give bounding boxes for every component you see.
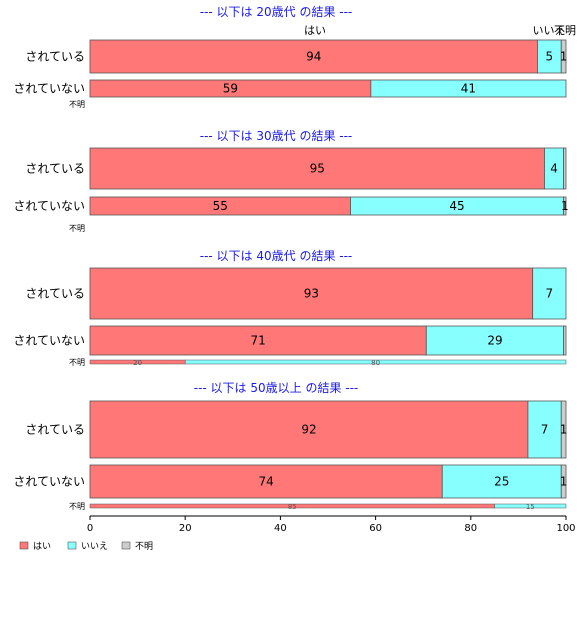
segment-label: 93	[304, 287, 319, 301]
column-header-fumei: 不明	[554, 24, 576, 37]
x-tick-label: 20	[179, 523, 192, 534]
row-label: されていない	[13, 82, 85, 96]
bar-segment	[560, 464, 567, 499]
legend-swatch	[19, 541, 29, 550]
segment-label: 74	[258, 475, 273, 489]
panel-title: --- 以下は 40歳代 の結果 ---	[200, 249, 353, 263]
segment-label: 71	[250, 334, 265, 348]
panel-title: --- 以下は 50歳以上 の結果 ---	[194, 381, 359, 395]
segment-label: 25	[494, 475, 509, 489]
segment-label: 20	[133, 359, 142, 367]
row-label: されている	[25, 423, 85, 437]
segment-label: 85	[288, 503, 297, 511]
bar-segment	[425, 325, 565, 356]
x-tick-label: 0	[87, 523, 93, 534]
segment-label: 15	[526, 503, 535, 511]
x-tick-label: 40	[274, 523, 287, 534]
legend-swatch	[67, 541, 77, 550]
bar-segment	[563, 325, 567, 356]
segment-label: 29	[487, 334, 502, 348]
row-label: されている	[25, 50, 85, 64]
column-header-hai: はい	[304, 24, 326, 37]
bar-segment	[532, 267, 567, 320]
row-label: されていない	[13, 475, 85, 489]
segment-label: 1	[560, 50, 568, 64]
legend-label: いいえ	[81, 541, 108, 552]
bar-segment	[89, 267, 534, 320]
row-label: 不明	[69, 224, 85, 233]
segment-label: 1	[561, 199, 569, 213]
row-label: 不明	[69, 358, 85, 367]
segment-label: 1	[560, 475, 568, 489]
segment-label: 94	[306, 50, 321, 64]
x-tick-label: 100	[556, 523, 575, 534]
column-header-iie: いいえ	[533, 24, 566, 37]
bar-segment	[89, 147, 545, 190]
row-label: されている	[25, 162, 85, 176]
segment-label: 95	[310, 162, 325, 176]
bar-segment	[89, 400, 529, 459]
row-label: されていない	[13, 334, 85, 348]
bar-segment	[89, 464, 443, 499]
bar-segment	[563, 147, 567, 190]
row-label: されていない	[13, 199, 85, 213]
row-label: 不明	[69, 502, 85, 511]
legend-swatch	[121, 541, 131, 550]
segment-label: 55	[213, 199, 228, 213]
segment-label: 41	[461, 82, 476, 96]
legend-label: 不明	[135, 541, 153, 552]
segment-label: 7	[541, 423, 549, 437]
panel-title: --- 以下は 20歳代 の結果 ---	[200, 5, 353, 19]
segment-label: 59	[223, 82, 238, 96]
segment-label: 45	[449, 199, 464, 213]
x-tick-label: 60	[369, 523, 382, 534]
legend-label: はい	[33, 541, 51, 552]
bar-segment	[560, 39, 567, 74]
bar-segment	[184, 359, 567, 365]
segment-label: 92	[301, 423, 316, 437]
x-tick-label: 80	[464, 523, 477, 534]
row-label: 不明	[69, 100, 85, 109]
bar-segment	[563, 196, 567, 216]
segment-label: 1	[560, 423, 568, 437]
segment-label: 5	[546, 50, 554, 64]
segment-label: 80	[371, 359, 380, 367]
bar-segment	[441, 464, 562, 499]
bar-segment	[370, 79, 567, 98]
bar-segment	[89, 325, 427, 356]
bar-segment	[494, 503, 567, 509]
segment-label: 4	[550, 162, 558, 176]
segment-label: 7	[546, 287, 554, 301]
row-label: されている	[25, 287, 85, 301]
panel-title: --- 以下は 30歳代 の結果 ---	[200, 129, 353, 143]
bar-segment	[560, 400, 567, 459]
